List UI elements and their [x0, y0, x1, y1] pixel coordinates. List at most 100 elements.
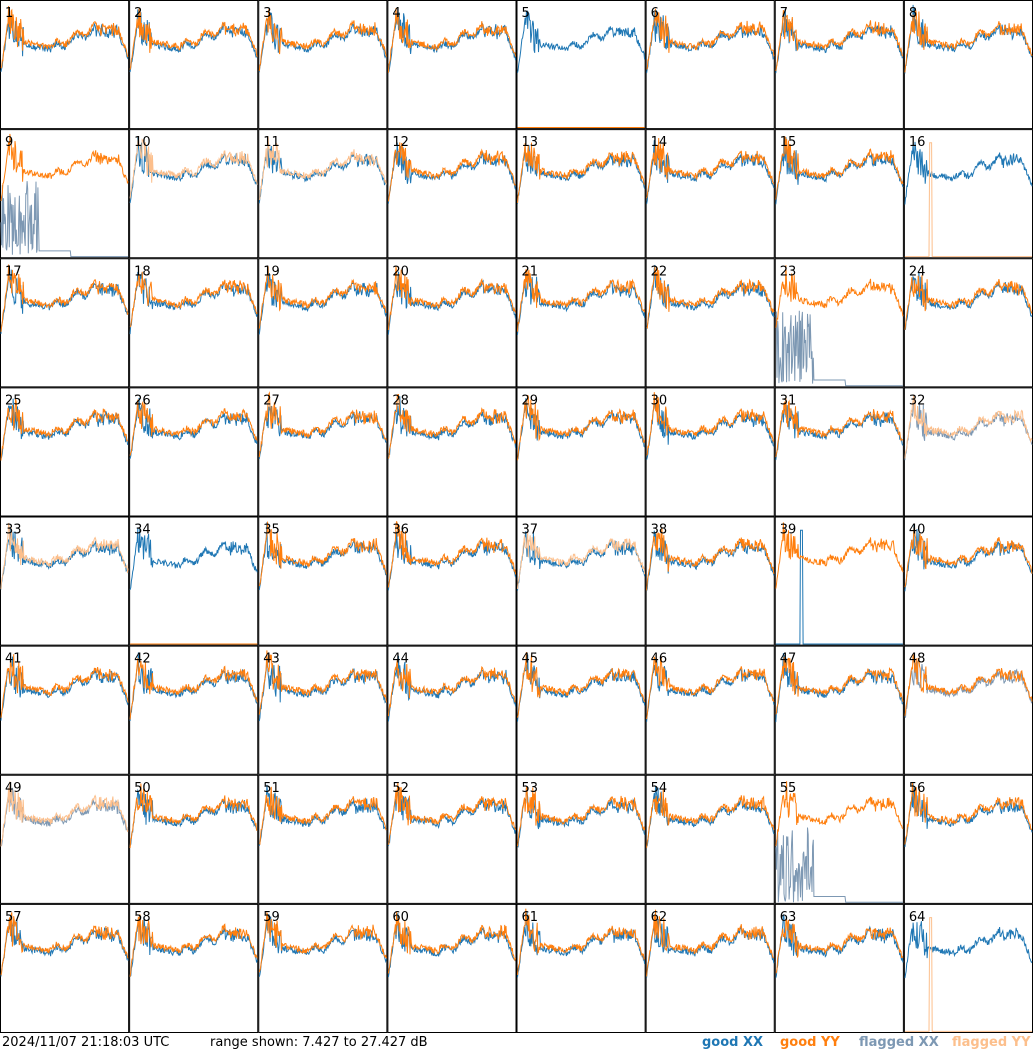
series-yy: [775, 781, 904, 847]
panel-label: 23: [780, 264, 797, 279]
panel-label: 25: [5, 393, 22, 408]
panel-frame: [516, 774, 646, 904]
series-yy: [904, 917, 1032, 1032]
panel-61: 61: [516, 903, 646, 1033]
panel-8: 8: [903, 0, 1033, 130]
panel-label: 5: [522, 6, 530, 21]
series-yy: [775, 10, 904, 71]
panel-label: 49: [5, 781, 22, 796]
panel-label: 62: [651, 910, 668, 925]
panel-label: 52: [392, 781, 409, 796]
series-yy: [646, 909, 774, 977]
panel-label: 57: [5, 910, 22, 925]
panel-frame: [516, 387, 646, 517]
panel-label: 58: [134, 910, 151, 925]
panel-frame: [774, 0, 904, 130]
series-yy: [0, 5, 129, 69]
panel-52: 52: [387, 774, 517, 904]
panel-label: 14: [651, 135, 668, 150]
panel-frame: [645, 387, 775, 517]
panel-label: 50: [134, 781, 151, 796]
panel-40: 40: [903, 516, 1033, 646]
panel-label: 46: [651, 652, 668, 667]
series-yy: [775, 265, 904, 328]
panel-frame: [387, 0, 517, 130]
panel-3: 3: [258, 0, 388, 130]
series-yy: [258, 786, 387, 846]
panel-frame: [258, 774, 388, 904]
panel-frame: [387, 645, 517, 775]
panel-58: 58: [129, 903, 259, 1033]
panel-27: 27: [258, 387, 388, 517]
series-yy: [258, 9, 387, 72]
panel-10: 10: [129, 129, 259, 259]
panel-frame: [903, 129, 1033, 259]
panel-frame: [258, 129, 388, 259]
panel-label: 3: [263, 6, 271, 21]
series-yy: [258, 521, 387, 587]
series-xx: [646, 264, 775, 329]
panel-label: 55: [780, 781, 797, 796]
series-yy: [775, 918, 904, 974]
series-yy: [387, 659, 516, 717]
series-yy: [646, 266, 775, 330]
legend-good-xx: good XX: [702, 1035, 764, 1050]
panel-label: 56: [909, 781, 926, 796]
panel-label: 61: [522, 910, 539, 925]
panel-32: 32: [903, 387, 1033, 517]
panel-frame: [903, 774, 1033, 904]
series-xx: [646, 402, 775, 460]
panel-53: 53: [516, 774, 646, 904]
series-yy: [129, 271, 258, 328]
panel-63: 63: [774, 903, 904, 1033]
series-yy: [387, 266, 516, 331]
panel-label: 15: [780, 135, 797, 150]
panel-23: 23: [774, 258, 904, 388]
series-xx: [0, 398, 129, 459]
panel-label: 11: [263, 135, 280, 150]
panel-label: 30: [651, 393, 668, 408]
panel-42: 42: [129, 645, 259, 775]
panel-frame: [645, 129, 775, 259]
panel-50: 50: [129, 774, 259, 904]
panel-label: 27: [263, 393, 280, 408]
series-yy: [517, 142, 645, 203]
panel-label: 10: [134, 135, 151, 150]
panel-label: 64: [909, 910, 926, 925]
series-yy: [258, 266, 387, 329]
series-yy: [387, 142, 516, 202]
panel-33: 33: [0, 516, 130, 646]
panel-37: 37: [516, 516, 646, 646]
series-yy: [387, 782, 516, 845]
series-yy: [387, 911, 516, 974]
panel-label: 47: [780, 652, 797, 667]
series-xx: [775, 310, 903, 387]
panel-label: 28: [392, 393, 409, 408]
panel-47: 47: [774, 645, 904, 775]
panel-64: 64: [903, 903, 1033, 1033]
panel-14: 14: [645, 129, 775, 259]
panel-56: 56: [903, 774, 1033, 904]
series-yy: [517, 532, 646, 589]
panel-4: 4: [387, 0, 517, 130]
panel-19: 19: [258, 258, 388, 388]
footer: 2024/11/07 21:18:03 UTC range shown: 7.4…: [0, 1032, 1033, 1053]
series-yy: [904, 394, 1033, 459]
series-yy: [517, 268, 646, 332]
panel-label: 37: [522, 523, 539, 538]
series-xx: [0, 181, 129, 258]
panel-29: 29: [516, 387, 646, 517]
panel-frame: [0, 903, 130, 1033]
panel-6: 6: [645, 0, 775, 130]
panel-16: 16: [903, 129, 1033, 259]
panel-label: 41: [5, 652, 22, 667]
panel-label: 7: [780, 6, 788, 21]
series-yy: [129, 783, 258, 849]
panel-30: 30: [645, 387, 775, 517]
panel-label: 40: [909, 523, 926, 538]
timestamp: 2024/11/07 21:18:03 UTC: [2, 1035, 170, 1050]
panel-55: 55: [774, 774, 904, 904]
series-yy: [0, 654, 129, 718]
panel-60: 60: [387, 903, 517, 1033]
series-yy: [0, 522, 129, 590]
